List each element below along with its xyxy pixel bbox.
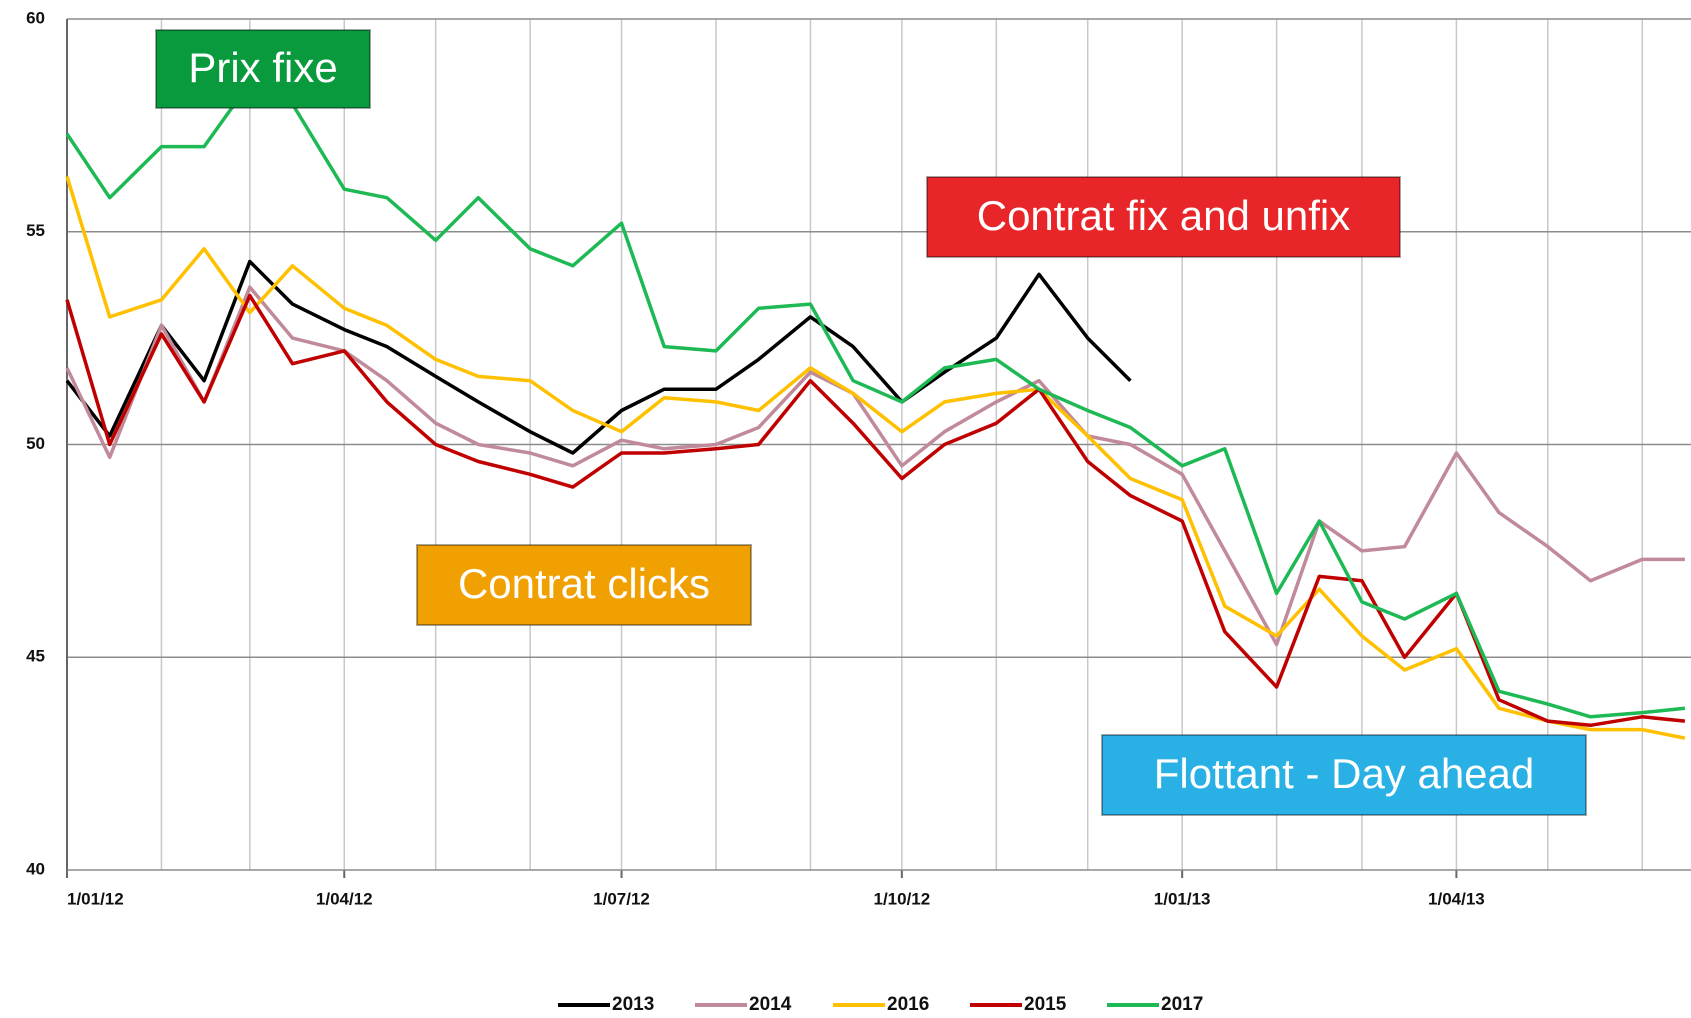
line-series bbox=[65, 293, 1686, 728]
y-tick-label: 40 bbox=[26, 859, 45, 878]
line-series bbox=[65, 175, 1686, 740]
y-tick-label: 60 bbox=[26, 8, 45, 27]
line-series bbox=[65, 259, 1132, 455]
legend-label: 2017 bbox=[1161, 994, 1203, 1015]
x-tick-label: 1/07/12 bbox=[593, 889, 650, 908]
annotation-box bbox=[155, 29, 371, 109]
x-tick-label: 1/10/12 bbox=[873, 889, 930, 908]
legend-label: 2013 bbox=[612, 994, 654, 1015]
annotation-text: Contrat fix and unfix bbox=[977, 192, 1351, 239]
annotation-text: Prix fixe bbox=[188, 44, 337, 91]
line-series bbox=[65, 285, 1685, 647]
x-tick-label: 1/04/12 bbox=[316, 889, 373, 908]
annotation-box bbox=[1101, 734, 1587, 816]
annotation-box bbox=[926, 176, 1401, 258]
y-tick-label: 45 bbox=[26, 647, 45, 666]
annotation-box bbox=[416, 544, 752, 626]
line-series bbox=[65, 81, 1686, 719]
annotation-text: Flottant - Day ahead bbox=[1154, 750, 1535, 797]
legend-label: 2014 bbox=[749, 994, 792, 1015]
legend-label: 2016 bbox=[887, 994, 929, 1015]
y-tick-label: 50 bbox=[26, 434, 45, 453]
x-tick-label: 1/04/13 bbox=[1428, 889, 1485, 908]
x-tick-label: 1/01/12 bbox=[67, 889, 124, 908]
x-tick-label: 1/01/13 bbox=[1154, 889, 1211, 908]
legend-label: 2015 bbox=[1024, 994, 1067, 1015]
y-tick-label: 55 bbox=[26, 221, 45, 240]
annotation-text: Contrat clicks bbox=[458, 560, 710, 607]
